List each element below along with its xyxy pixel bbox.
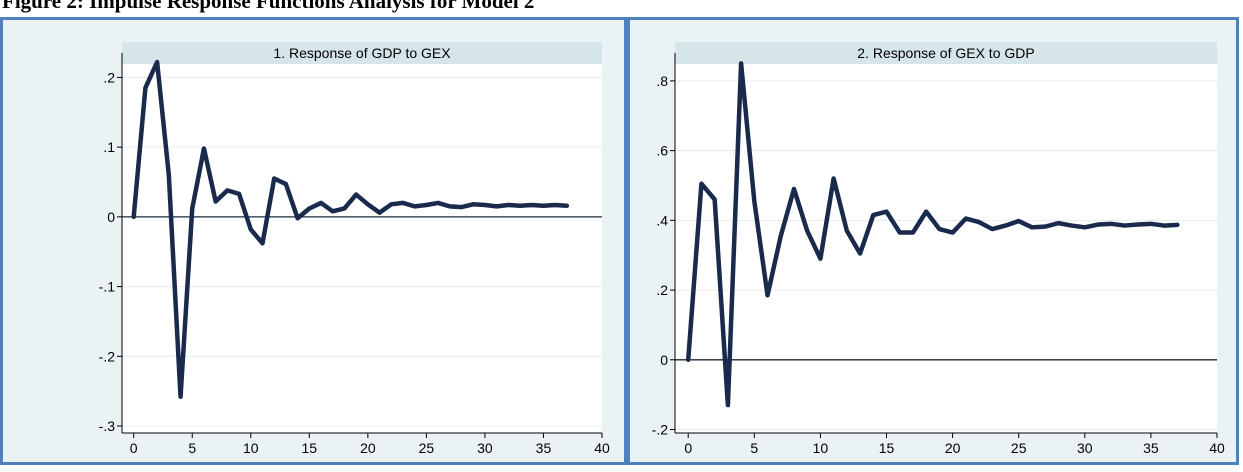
y-tick-label: .2 (656, 282, 668, 298)
x-tick-label: 5 (750, 440, 758, 456)
y-tick-label: .8 (656, 73, 668, 89)
x-tick-label: 0 (684, 440, 692, 456)
x-tick-label: 30 (477, 440, 493, 456)
y-tick-label: 0 (107, 209, 115, 225)
response-series-line (131, 59, 570, 399)
y-tick-label: .1 (103, 139, 115, 155)
y-tick-label: .6 (656, 143, 668, 159)
irf-chart-gex-to-gdp: 2. Response of GEX to GDP -.2 0 .2 .4 .6 .8 0 5 1… (652, 42, 1225, 456)
x-tick-label: 0 (130, 440, 138, 456)
x-tick-label: 15 (879, 440, 895, 456)
chart-panel-gex-to-gdp: 2. Response of GEX to GDP -.2 0 .2 .4 .6 .8 0 5 1… (627, 17, 1239, 465)
y-tick-label: .2 (103, 69, 115, 85)
y-tick-label: -.1 (99, 279, 116, 295)
panel-title: 2. Response of GEX to GDP (857, 45, 1034, 61)
y-tick-label: -.2 (99, 348, 116, 364)
y-tick-label: -.2 (652, 422, 669, 438)
y-tick-label: 0 (660, 352, 668, 368)
x-tick-label: 10 (243, 440, 259, 456)
y-tick-label: .4 (656, 212, 668, 228)
x-tick-label: 5 (188, 440, 196, 456)
y-tick-label: -.3 (99, 418, 116, 434)
x-tick-label: 35 (1143, 440, 1159, 456)
x-tick-label: 15 (302, 440, 318, 456)
x-tick-label: 35 (536, 440, 552, 456)
x-tick-label: 20 (945, 440, 961, 456)
x-tick-label: 25 (419, 440, 435, 456)
figure-title: Figure 2: Impulse Response Functions Ana… (2, 0, 535, 13)
x-tick-label: 10 (813, 440, 829, 456)
x-tick-label: 30 (1077, 440, 1093, 456)
plot-area (675, 53, 1217, 433)
chart-panel-gdp-to-gex: 1. Response of GDP to GEX -.3 -.2 -.1 0 .1 .2 0… (0, 17, 627, 465)
response-series-line (685, 61, 1180, 408)
x-tick-label: 25 (1011, 440, 1027, 456)
x-tick-label: 20 (360, 440, 376, 456)
panel-title: 1. Response of GDP to GEX (273, 45, 451, 61)
plot-area (122, 53, 602, 433)
irf-chart-gdp-to-gex: 1. Response of GDP to GEX -.3 -.2 -.1 0 .1 .2 0… (99, 42, 610, 456)
x-tick-label: 40 (1209, 440, 1225, 456)
x-tick-label: 40 (594, 440, 610, 456)
panel-title-band (122, 42, 602, 64)
panel-title-band (675, 42, 1217, 64)
